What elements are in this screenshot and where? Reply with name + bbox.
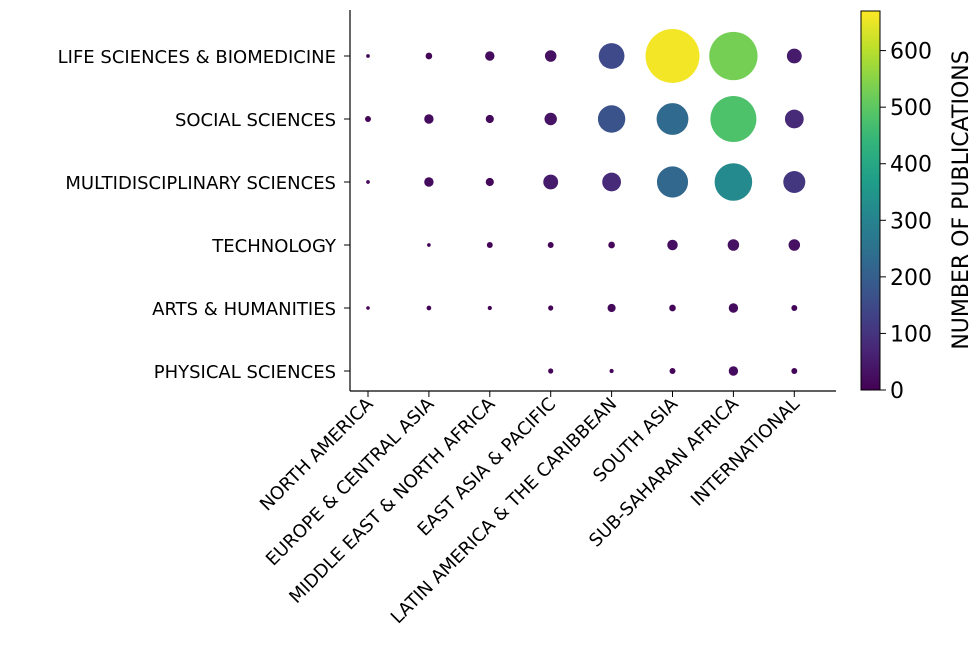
- bubble: [425, 52, 433, 60]
- x-tick-label: INTERNATIONAL: [687, 394, 804, 511]
- bubble: [784, 109, 804, 129]
- bubble: [597, 105, 626, 133]
- bubble: [598, 43, 625, 69]
- bubble: [786, 48, 802, 64]
- bubble: [485, 114, 494, 124]
- bubble: [669, 368, 676, 374]
- colorbar-tick-label: 100: [890, 322, 932, 347]
- bubble: [366, 180, 370, 184]
- bubble: [548, 368, 554, 374]
- bubble: [783, 170, 806, 194]
- bubble: [544, 50, 557, 62]
- colorbar-label: NUMBER OF PUBLICATIONS: [949, 50, 974, 349]
- bubble: [645, 29, 700, 83]
- bubble: [656, 166, 689, 198]
- y-tick-label: PHYSICAL SCIENCES: [154, 362, 336, 383]
- colorbar-tick-label: 300: [890, 209, 932, 234]
- colorbar-tick-label: 500: [890, 96, 932, 121]
- bubble: [544, 112, 557, 126]
- bubble: [426, 305, 432, 311]
- bubble: [486, 242, 493, 248]
- y-tick-label: LIFE SCIENCES & BIOMEDICINE: [58, 47, 336, 68]
- colorbar-tick-label: 0: [890, 379, 904, 404]
- bubble: [366, 54, 370, 58]
- bubble: [669, 304, 676, 312]
- bubble: [791, 368, 798, 374]
- bubble: [727, 239, 740, 251]
- bubble: [608, 241, 615, 249]
- bubble: [366, 306, 370, 310]
- colorbar-tick-label: 400: [890, 153, 932, 178]
- x-tick-label: NORTH AMERICA: [256, 393, 378, 515]
- x-tick-label: LATIN AMERICA & THE CARIBBEAN: [387, 394, 621, 628]
- bubble: [791, 305, 798, 311]
- y-tick-label: TECHNOLOGY: [211, 236, 337, 257]
- bubble: [424, 114, 434, 124]
- bubble: [427, 243, 431, 247]
- bubble: [710, 95, 757, 143]
- bubble: [365, 116, 371, 122]
- bubble: [609, 368, 614, 374]
- colorbar-tick-label: 200: [890, 266, 932, 291]
- y-tick-label: MULTIDISCIPLINARY SCIENCES: [65, 173, 336, 194]
- bubble: [607, 303, 616, 313]
- y-tick-label: SOCIAL SCIENCES: [175, 110, 336, 131]
- bubble: [487, 305, 492, 311]
- bubble: [543, 174, 559, 190]
- y-tick-label: ARTS & HUMANITIES: [152, 299, 336, 320]
- bubble: [602, 172, 621, 192]
- bubble: [656, 103, 689, 135]
- bubble: [728, 303, 739, 313]
- bubble: [788, 239, 801, 251]
- bubble: [709, 31, 758, 81]
- bubble: [485, 51, 495, 61]
- bubble: [424, 177, 434, 187]
- colorbar: [860, 10, 881, 391]
- bubble: [547, 242, 554, 248]
- colorbar-tick-label: 600: [890, 40, 932, 65]
- bubble: [548, 305, 554, 311]
- bubble: [667, 239, 678, 251]
- bubble: [728, 366, 739, 376]
- bubble: [714, 163, 753, 201]
- bubble: [485, 177, 494, 187]
